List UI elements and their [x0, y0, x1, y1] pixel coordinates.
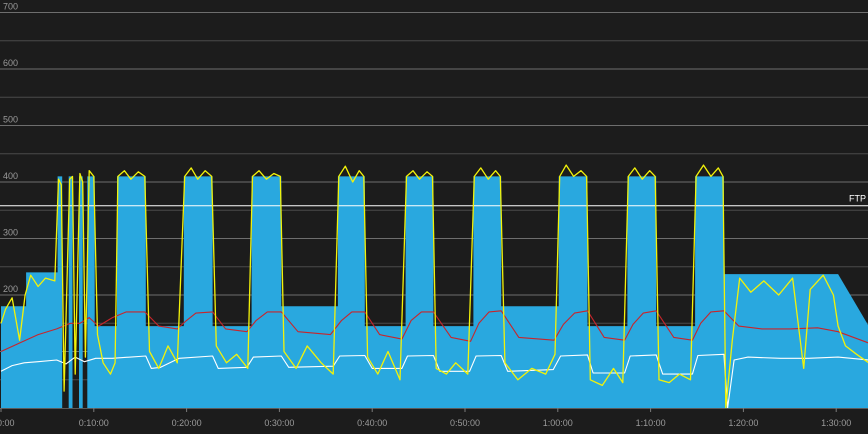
x-tick-label-10: 0:10:00 [79, 418, 109, 428]
y-tick-label-500: 500 [3, 115, 18, 125]
y-tick-label-700: 700 [3, 2, 18, 12]
y-tick-label-300: 300 [3, 228, 18, 238]
x-tick-label-60: 1:00:00 [543, 418, 573, 428]
x-tick-label-90: 1:30:00 [821, 418, 851, 428]
series-line-actual-power [0, 164, 868, 409]
x-tick-label-80: 1:20:00 [728, 418, 758, 428]
x-tick-label-0: 0:00 [0, 418, 15, 428]
y-tick-label-200: 200 [3, 284, 18, 294]
series-line-cadence [0, 353, 868, 409]
x-tick-label-70: 1:10:00 [636, 418, 666, 428]
series-lines [0, 164, 868, 409]
x-tick-label-20: 0:20:00 [172, 418, 202, 428]
y-tick-label-400: 400 [3, 171, 18, 181]
ftp-label: FTP [849, 194, 866, 204]
target-power-area-fill [1, 176, 868, 408]
x-tick-label-50: 0:50:00 [450, 418, 480, 428]
x-tick-label-30: 0:30:00 [264, 418, 294, 428]
series-line-heart-rate [0, 310, 868, 353]
x-tick-label-40: 0:40:00 [357, 418, 387, 428]
y-tick-label-600: 600 [3, 58, 18, 68]
target-power-area [1, 176, 868, 408]
